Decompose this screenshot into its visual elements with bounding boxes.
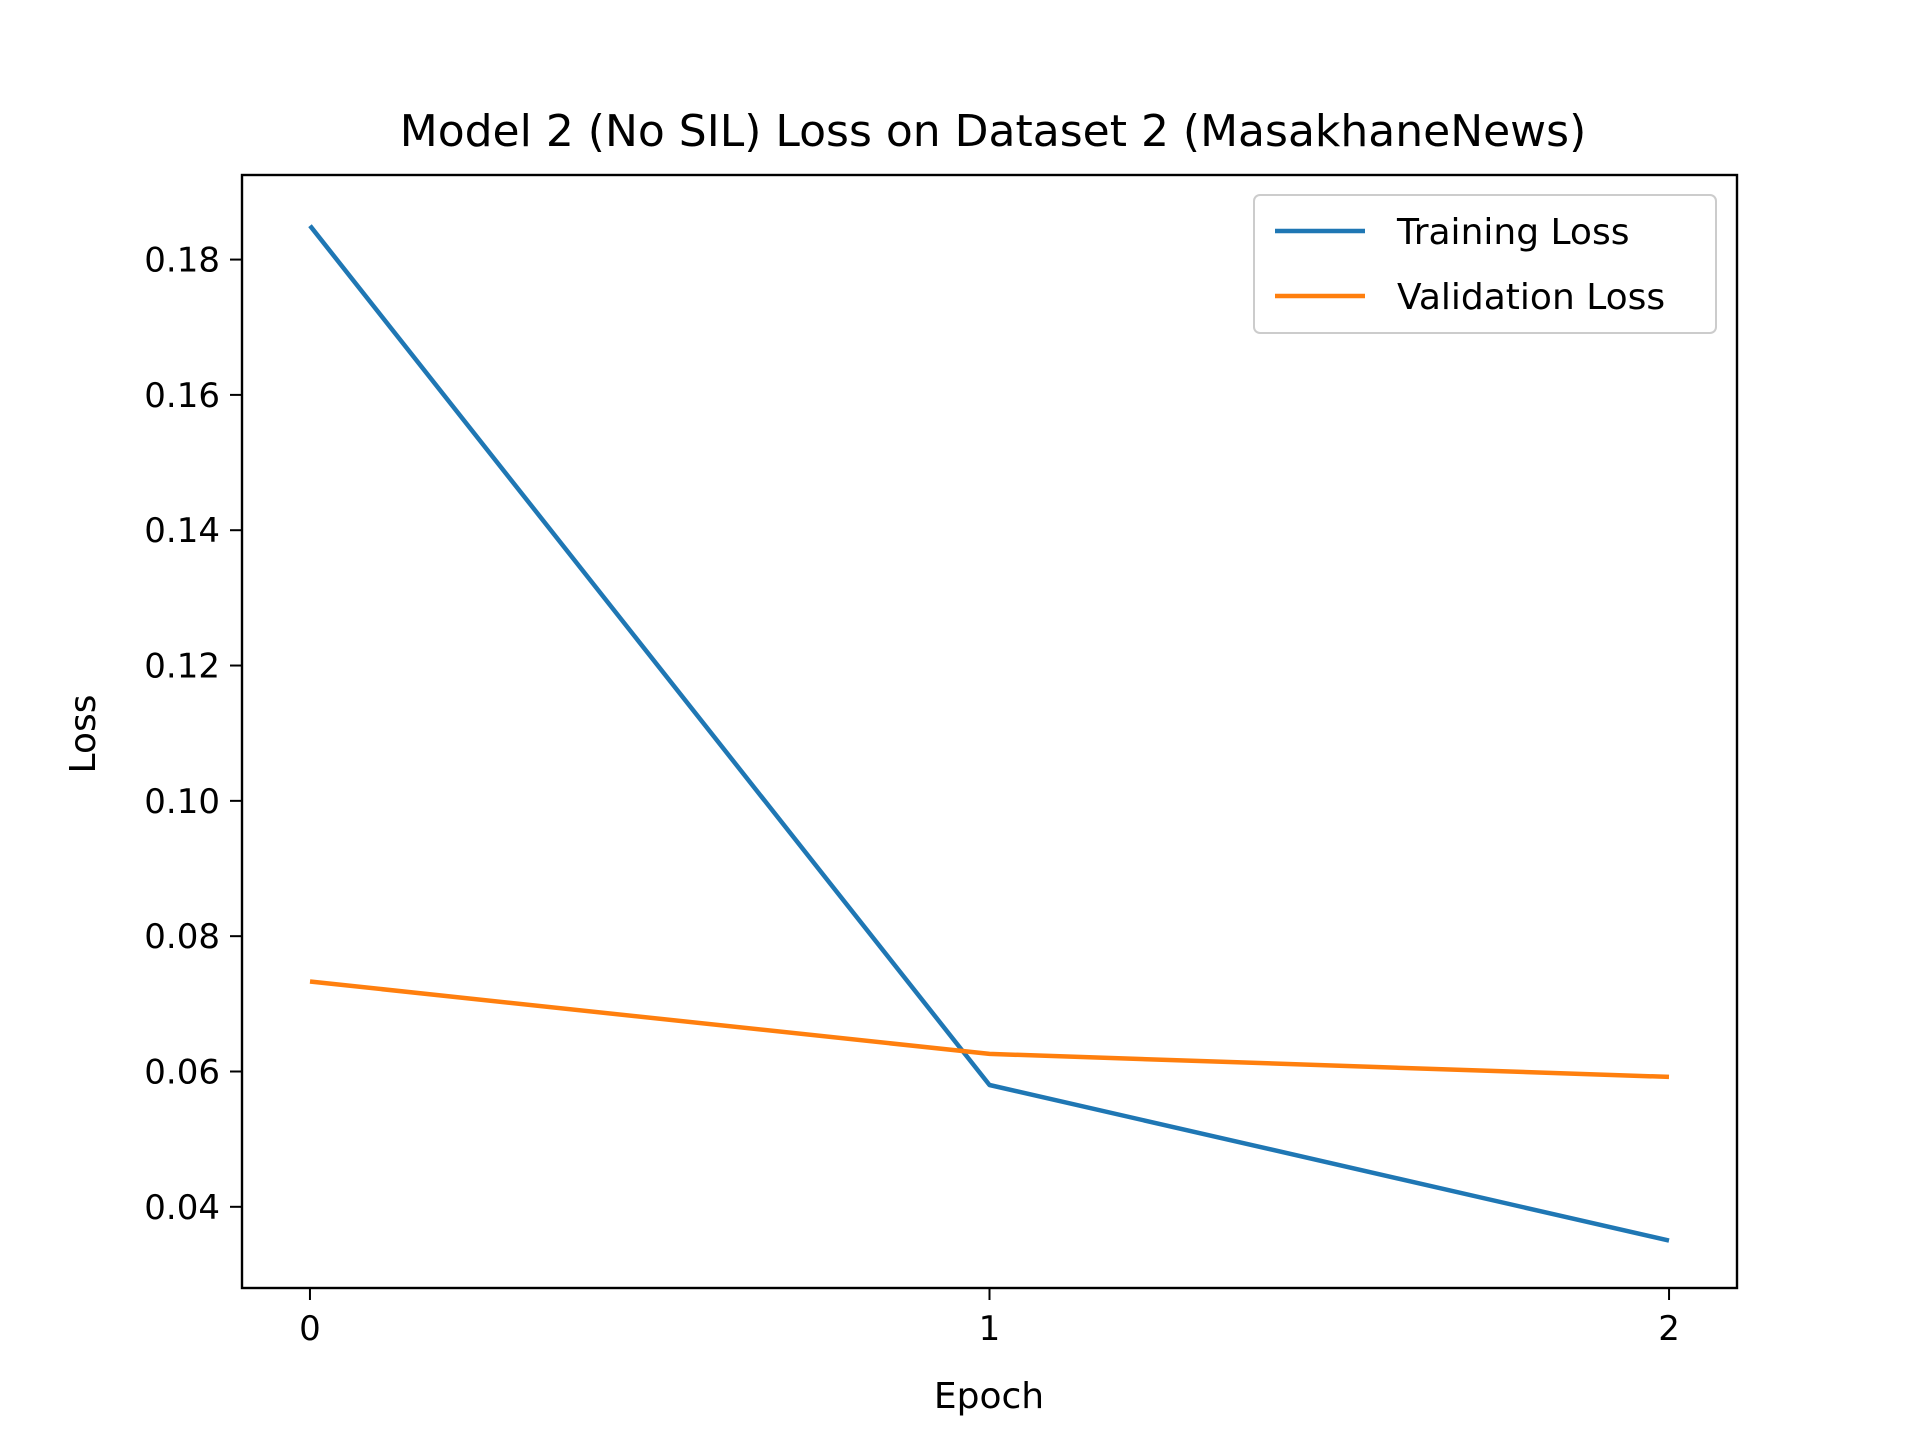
- plot-area: [308, 224, 1670, 1243]
- legend: Training Loss Validation Loss: [1253, 194, 1717, 334]
- y-tick-label: 0.14: [144, 511, 220, 551]
- series-line-validation-loss: [309, 979, 1670, 1080]
- y-tick-label: 0.18: [144, 241, 220, 281]
- y-tick-label: 0.08: [144, 917, 220, 957]
- x-axis-label: Epoch: [934, 1376, 1044, 1417]
- y-tick-label: 0.10: [144, 782, 220, 822]
- x-axis: 0 1 2: [299, 1288, 1680, 1349]
- y-tick-label: 0.16: [144, 376, 220, 416]
- y-axis-label: Loss: [63, 695, 104, 774]
- y-tick-label: 0.12: [144, 647, 220, 687]
- y-axis: 0.04 0.06 0.08 0.10 0.12 0.14 0.16 0.18: [144, 241, 242, 1228]
- plot-frame: [240, 173, 1739, 1290]
- y-tick-label: 0.04: [144, 1188, 220, 1228]
- legend-label-validation-loss: Validation Loss: [1397, 277, 1665, 318]
- x-tick-label: 2: [1658, 1309, 1680, 1349]
- legend-box: [1253, 194, 1717, 334]
- legend-label-training-loss: Training Loss: [1396, 212, 1629, 253]
- chart-title: Model 2 (No SIL) Loss on Dataset 2 (Masa…: [400, 106, 1587, 157]
- series-line-training-loss: [308, 224, 1670, 1243]
- y-tick-label: 0.06: [144, 1052, 220, 1092]
- x-tick-label: 1: [979, 1309, 1001, 1349]
- x-tick-label: 0: [299, 1309, 321, 1349]
